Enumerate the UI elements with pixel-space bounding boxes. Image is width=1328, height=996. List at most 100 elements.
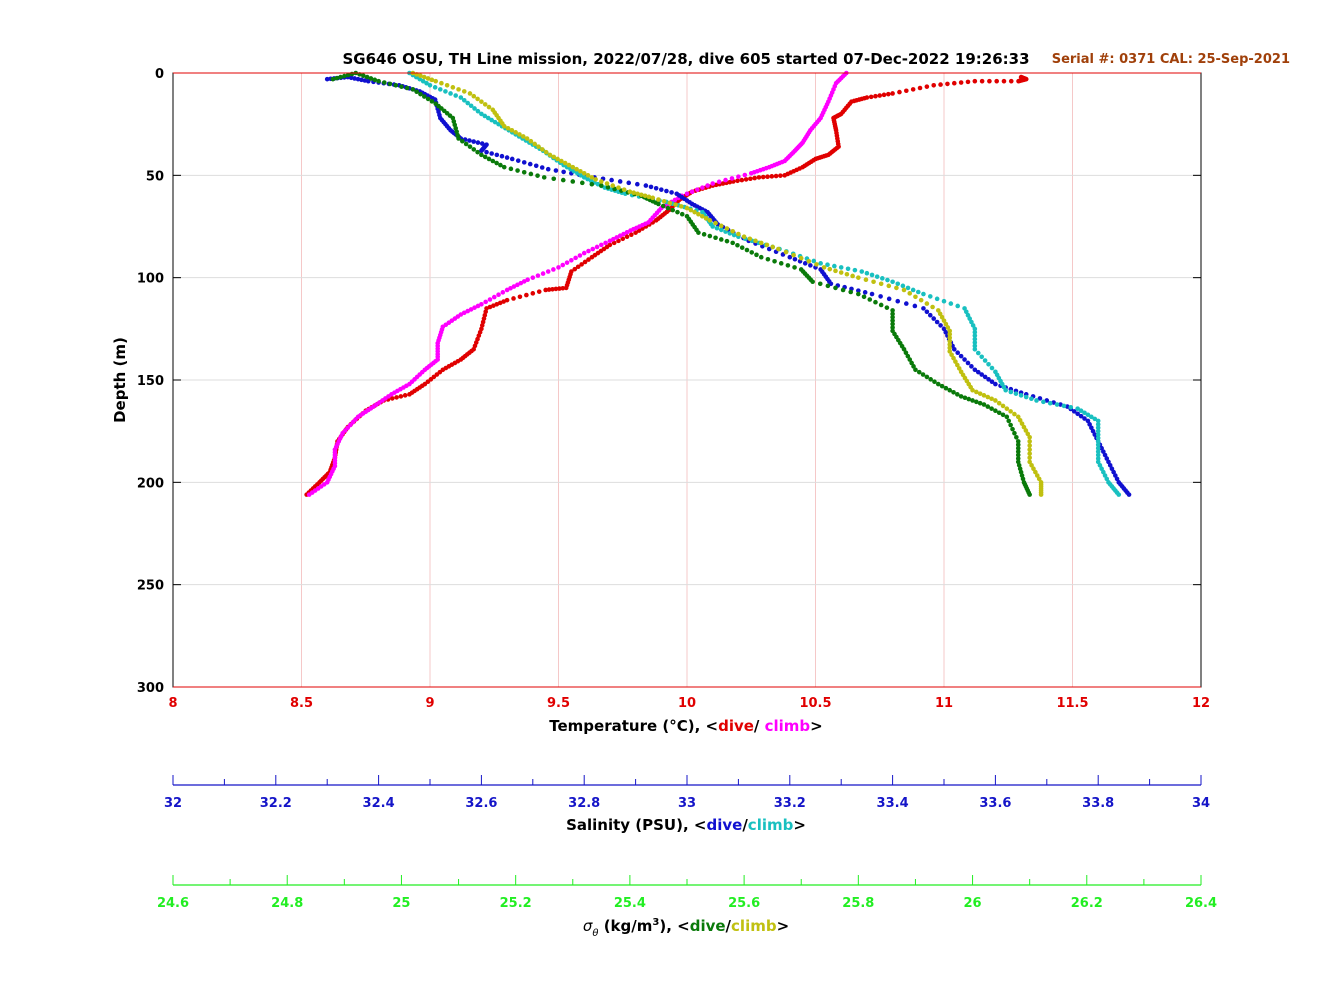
- temperature-dive-sample: [965, 79, 971, 85]
- salinity-climb-sample: [443, 89, 448, 94]
- temperature-climb-sample: [540, 271, 546, 276]
- density-dive-series: [330, 70, 1032, 497]
- density-climb-sample: [1027, 443, 1032, 448]
- temperature-dive-point: [633, 230, 638, 235]
- density-dive-sample: [911, 364, 916, 369]
- density-climb-point: [467, 91, 473, 96]
- temperature-climb-sample: [736, 174, 741, 179]
- temperature-climb-sample: [475, 303, 481, 309]
- density-climb-sample: [838, 270, 844, 275]
- salinity-climb-sample: [718, 227, 724, 233]
- temperature-climb-sample: [617, 233, 623, 239]
- density-dive-sample: [739, 245, 745, 250]
- density-climb-sample: [814, 262, 819, 267]
- y-tick-label: 50: [146, 169, 164, 184]
- salinity-dive-sample: [653, 185, 659, 191]
- density-climb-sample: [667, 200, 673, 206]
- density-climb-sample: [878, 281, 884, 287]
- density-climb-sample: [783, 249, 789, 255]
- salinity-dive-sample: [862, 290, 868, 295]
- salinity-climb-sample: [453, 93, 459, 98]
- temperature-tick-label: 9.5: [547, 696, 570, 711]
- density-climb-sample: [581, 170, 587, 176]
- y-tick-label: 300: [137, 681, 164, 696]
- density-climb-sample: [482, 102, 488, 107]
- density-dive-sample: [932, 379, 937, 385]
- temperature-dive-sample: [560, 285, 566, 291]
- salinity-dive-sample: [982, 374, 988, 380]
- salinity-dive-sample: [1104, 456, 1110, 461]
- salinity-climb-sample: [972, 340, 978, 345]
- salinity-climb-sample: [1095, 452, 1101, 458]
- density-climb-sample: [559, 158, 564, 164]
- temperature-dive-sample: [611, 240, 617, 246]
- salinity-dive-point: [1126, 492, 1132, 497]
- density-dive-sample: [765, 256, 771, 262]
- salinity-dive-sample: [479, 141, 485, 146]
- density-tick-label: 26.4: [1185, 896, 1217, 911]
- density-dive-sample: [1000, 412, 1006, 418]
- data-points: [304, 70, 1132, 497]
- temperature-climb-sample: [594, 244, 600, 250]
- salinity-climb-sample: [811, 258, 817, 264]
- temperature-climb-sample: [723, 177, 728, 183]
- salinity-climb-point: [427, 82, 433, 88]
- density-climb-sample: [806, 258, 812, 264]
- density-climb-sample: [937, 311, 943, 317]
- temperature-dive-sample: [765, 174, 770, 179]
- temperature-climb-point: [525, 277, 530, 283]
- temperature-dive-sample: [769, 174, 775, 179]
- temperature-tick-label: 11: [935, 696, 953, 711]
- density-climb-sample: [939, 314, 945, 320]
- density-climb-sample: [656, 197, 661, 202]
- density-dive-sample: [861, 294, 867, 300]
- density-tick-label: 25.4: [614, 896, 646, 911]
- temperature-tick-label: 10: [678, 696, 696, 711]
- salinity-climb-sample: [492, 119, 498, 125]
- temperature-climb-point: [710, 181, 715, 186]
- density-dive-point: [456, 136, 461, 141]
- salinity-dive-sample: [609, 177, 614, 183]
- density-climb-point: [1027, 435, 1032, 440]
- density-dive-sample: [1015, 456, 1021, 461]
- density-dive-sample: [471, 147, 477, 152]
- temperature-climb-sample: [586, 248, 591, 254]
- temperature-dive-sample: [938, 82, 943, 87]
- density-dive-sample: [1014, 435, 1019, 440]
- density-dive-sample: [361, 73, 366, 79]
- salinity-climb-point: [1095, 439, 1101, 444]
- density-dive-sample: [345, 72, 351, 78]
- salinity-tick-label: 33.8: [1082, 796, 1114, 811]
- salinity-climb-sample: [1023, 394, 1029, 400]
- density-climb-sample: [1027, 447, 1032, 452]
- density-dive-point: [1027, 492, 1032, 497]
- density-climb-point: [970, 387, 975, 393]
- temperature-climb-point: [748, 170, 754, 176]
- salinity-climb-point: [921, 291, 926, 297]
- salinity-climb-point: [710, 224, 715, 229]
- density-tick-label: 24.6: [157, 896, 189, 911]
- salinity-dive-sample: [1071, 409, 1077, 414]
- temperature-dive-sample: [945, 81, 950, 87]
- density-dive-point: [730, 240, 735, 246]
- salinity-climb-sample: [468, 103, 474, 109]
- salinity-dive-sample: [927, 312, 933, 318]
- salinity-dive-sample: [904, 301, 909, 306]
- salinity-climb-sample: [1061, 403, 1067, 409]
- temperature-climb-sample: [729, 176, 735, 181]
- density-climb-sample: [947, 331, 953, 337]
- salinity-climb-sample: [1047, 400, 1053, 406]
- density-climb-sample: [951, 355, 956, 361]
- density-dive-sample: [490, 158, 496, 164]
- density-climb-sample: [1029, 462, 1034, 468]
- salinity-dive-sample: [648, 184, 654, 190]
- density-climb-sample: [947, 335, 953, 341]
- density-dive-sample: [551, 176, 557, 182]
- salinity-climb-sample: [972, 329, 978, 335]
- temperature-tick-label: 8: [168, 696, 177, 711]
- density-dive-point: [810, 279, 815, 285]
- density-dive-sample: [996, 410, 1002, 416]
- density-climb-sample: [1019, 421, 1025, 426]
- salinity-climb-sample: [424, 80, 429, 86]
- temperature-climb-sample: [521, 279, 527, 284]
